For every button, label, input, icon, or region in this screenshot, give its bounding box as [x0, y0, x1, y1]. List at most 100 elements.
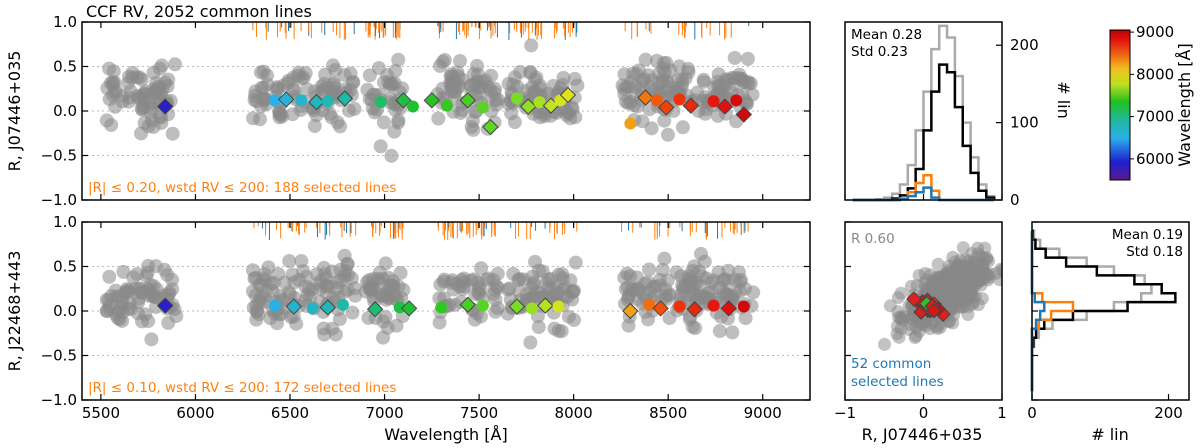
- ts-bg-point: [256, 64, 271, 79]
- bs-xtick-label: 6500: [271, 404, 309, 422]
- ts-ytick-label: 0.0: [53, 102, 77, 120]
- ts-bg-point: [255, 91, 270, 106]
- bs-xtick-label: 9000: [744, 404, 782, 422]
- bs-bg-point: [621, 292, 636, 307]
- ts-selected-diamond: [637, 89, 654, 106]
- bs-bg-point: [325, 321, 340, 336]
- ts-bg-point: [507, 115, 522, 130]
- ts-selected-point: [476, 101, 489, 114]
- top-histogram-std: Std 0.23: [851, 44, 908, 60]
- bs-bg-point: [131, 306, 146, 321]
- bs-bg-point: [655, 262, 670, 277]
- bs-bg-point: [141, 314, 156, 329]
- bs-bg-point: [566, 284, 581, 299]
- ts-selected-point: [650, 94, 663, 107]
- bottom-histogram-panel: 0 200 Mean 0.19 Std 0.18 # lin: [1027, 221, 1190, 444]
- bs-bg-point: [523, 335, 538, 350]
- ts-selected-point: [673, 93, 686, 106]
- ts-bg-point: [376, 115, 391, 130]
- bs-bg-point: [380, 320, 395, 335]
- ts-bg-point: [681, 65, 696, 80]
- ts-selected-point: [321, 95, 334, 108]
- ts-bg-point: [367, 105, 382, 120]
- correlation-selected-points: [906, 291, 951, 322]
- bs-bg-point: [551, 323, 566, 338]
- bs-bg-point: [474, 261, 489, 276]
- bs-bg-point: [642, 262, 657, 277]
- correlation-panel: −1 0 1 R 0.60 52 common selected lines R, …: [834, 221, 1007, 444]
- bs-xtick-label: 8000: [555, 404, 593, 422]
- bottom-scatter-panel: −1.0 −0.5 0.0 0.5 1.0 5500 6000 6500 7000 7500 800…: [5, 213, 811, 444]
- ts-bg-point: [432, 58, 447, 73]
- ts-bg-point: [727, 50, 742, 65]
- ts-bg-point: [524, 38, 539, 53]
- ts-bg-point: [431, 111, 446, 126]
- ts-bg-point: [384, 148, 399, 163]
- correlation-bg-point: [930, 322, 944, 336]
- bs-selected-diamond: [686, 301, 703, 318]
- ts-bg-point: [450, 65, 465, 80]
- bs-bg-point: [317, 267, 332, 282]
- ts-bg-point: [453, 105, 468, 120]
- ts-bg-point: [256, 80, 271, 95]
- bs-bg-point: [310, 276, 325, 291]
- ts-bg-point: [660, 127, 675, 142]
- bs-bg-point: [712, 324, 727, 339]
- ts-selected-diamond: [336, 90, 354, 107]
- bs-ytick-label: 0.5: [53, 258, 77, 276]
- correlation-xtick-label: 0: [919, 404, 929, 422]
- bottom-histogram-xtick-label: 0: [1027, 404, 1037, 422]
- ts-selected-diamond: [156, 98, 174, 115]
- correlation-bg-point: [960, 259, 974, 273]
- bs-bg-point: [361, 310, 376, 325]
- bs-ytick-label: −1.0: [41, 391, 77, 409]
- bs-selected-diamond: [537, 297, 554, 314]
- correlation-bg-point: [904, 279, 918, 293]
- bs-ytick-label: 1.0: [53, 213, 77, 231]
- bs-selected-point: [707, 299, 720, 312]
- ts-bg-point: [740, 51, 755, 66]
- top-scatter-annotation: |R| ≤ 0.20, wstd RV ≤ 200: 188 selected …: [88, 180, 396, 196]
- bs-bg-point: [688, 321, 703, 336]
- ts-bg-point: [638, 52, 653, 67]
- top-scatter-ylabel: R, J07446+035: [5, 51, 24, 172]
- ts-bg-point: [360, 82, 375, 97]
- bs-bg-point: [147, 290, 162, 305]
- bs-bg-point: [347, 281, 362, 296]
- bs-bg-point: [555, 267, 570, 282]
- ts-bg-point: [371, 61, 386, 76]
- ts-bg-point: [532, 105, 547, 120]
- ts-ytick-label: 0.5: [53, 58, 77, 76]
- top-histogram-axes: 0 100 200: [844, 36, 1039, 209]
- bs-bg-point: [345, 305, 360, 320]
- ts-bg-point: [619, 79, 634, 94]
- bs-bg-point: [437, 272, 452, 287]
- top-scatter-selected-points: [156, 86, 753, 136]
- bottom-histogram-std: Std 0.18: [1126, 244, 1183, 260]
- bs-bg-point: [139, 268, 154, 283]
- ts-bg-point: [373, 139, 388, 154]
- ts-bg-point: [570, 78, 585, 93]
- ts-selected-diamond: [395, 92, 412, 109]
- top-histogram-panel: 0 100 200 Mean 0.28 Std 0.23 # lin: [844, 21, 1073, 209]
- bs-bg-point: [500, 282, 515, 297]
- colorbar-tick-label: 6000: [1136, 150, 1174, 168]
- top-histogram-ytick-label: 0: [1010, 191, 1020, 209]
- bs-bg-point: [396, 282, 411, 297]
- bs-bg-point: [669, 265, 684, 280]
- bs-bg-point: [286, 309, 301, 324]
- bs-selected-diamond: [459, 296, 476, 313]
- colorbar: 6000 7000 8000 9000 Wavelength [Å]: [1109, 23, 1194, 181]
- ts-selected-point: [533, 96, 546, 109]
- correlation-xtick-label: −1: [834, 404, 856, 422]
- ts-bg-point: [309, 108, 324, 123]
- bs-bg-point: [160, 267, 175, 282]
- bs-bg-point: [169, 308, 184, 323]
- bs-bg-point: [694, 246, 709, 261]
- ts-selected-diamond: [308, 93, 325, 111]
- bs-bg-point: [488, 304, 503, 319]
- bottom-scatter-selected-points: [156, 296, 750, 320]
- bs-bg-point: [132, 291, 147, 306]
- ts-bg-point: [710, 108, 725, 123]
- bs-bg-point: [250, 303, 265, 318]
